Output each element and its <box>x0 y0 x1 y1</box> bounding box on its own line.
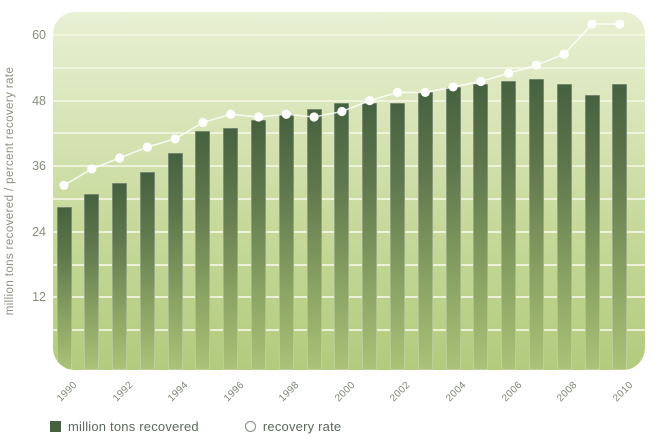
bar-2002 <box>389 103 405 370</box>
x-tick-label-2002: 2002 <box>388 379 413 405</box>
bar-1997 <box>251 119 267 370</box>
bar-2009 <box>584 95 600 370</box>
y-tick-label-60: 60 <box>32 27 46 42</box>
marker-2002 <box>392 87 403 97</box>
gridline <box>53 33 645 36</box>
line-series-marker-icon <box>244 421 256 432</box>
x-tick-label-2006: 2006 <box>499 379 525 405</box>
marker-2007 <box>531 60 542 70</box>
marker-1991 <box>87 164 97 174</box>
chart-legend: million tons recovered recovery rate <box>50 419 341 434</box>
x-tick-label-2010: 2010 <box>610 379 636 405</box>
y-tick-label-36: 36 <box>32 159 46 174</box>
bar-2001 <box>362 103 378 370</box>
bar-2003 <box>417 92 433 370</box>
bar-2000 <box>334 103 350 370</box>
gridline <box>53 99 645 102</box>
x-tick-label-1998: 1998 <box>277 379 302 405</box>
x-tick-label-1994: 1994 <box>166 379 191 405</box>
x-tick-label-1990: 1990 <box>55 379 80 405</box>
marker-2006 <box>504 68 514 78</box>
marker-2010 <box>615 19 625 29</box>
bar-1999 <box>306 108 322 370</box>
gridline <box>53 66 645 69</box>
bar-1995 <box>195 130 211 370</box>
bar-2004 <box>445 86 461 370</box>
marker-1998 <box>281 109 291 119</box>
bar-2005 <box>473 84 489 370</box>
y-tick-label-12: 12 <box>32 290 46 305</box>
marker-1996 <box>226 109 236 119</box>
x-tick-label-2008: 2008 <box>555 379 580 405</box>
bar-1991 <box>84 193 100 370</box>
y-tick-label-24: 24 <box>32 224 46 239</box>
bar-1993 <box>139 171 155 370</box>
recovery-rate-line <box>59 19 625 190</box>
marker-2009 <box>587 19 597 29</box>
y-tick-label-48: 48 <box>32 93 46 108</box>
y-axis-title: million tons recovered / percent recover… <box>4 66 16 316</box>
bar-2007 <box>528 78 544 370</box>
x-tick-label-1996: 1996 <box>221 379 247 405</box>
marker-1990 <box>59 180 69 190</box>
plot-area <box>53 12 645 370</box>
marker-2000 <box>337 106 347 117</box>
marker-2005 <box>476 76 486 87</box>
bar-1992 <box>112 182 128 370</box>
marker-1992 <box>114 153 125 163</box>
bar-2008 <box>556 84 572 370</box>
marker-1995 <box>198 117 208 128</box>
marker-1994 <box>170 134 180 144</box>
bar-2006 <box>501 81 517 370</box>
marker-2001 <box>365 95 375 106</box>
marker-2004 <box>448 82 458 92</box>
bar-1994 <box>167 152 183 370</box>
bar-1998 <box>278 114 294 370</box>
marker-1993 <box>142 142 152 152</box>
bar-series-label: million tons recovered <box>68 419 199 434</box>
bar-1990 <box>56 207 72 370</box>
marker-1997 <box>253 112 264 122</box>
bar-series-swatch-icon <box>50 421 61 432</box>
marker-1999 <box>309 112 319 122</box>
recovery-rate-polyline <box>63 23 620 187</box>
x-tick-label-2004: 2004 <box>444 379 469 405</box>
bar-2010 <box>612 84 628 370</box>
marker-2008 <box>559 49 569 59</box>
bar-1996 <box>223 127 239 370</box>
line-series-label: recovery rate <box>262 419 342 434</box>
x-tick-label-1992: 1992 <box>110 379 136 405</box>
marker-2003 <box>420 87 430 97</box>
x-tick-label-2000: 2000 <box>333 379 358 405</box>
